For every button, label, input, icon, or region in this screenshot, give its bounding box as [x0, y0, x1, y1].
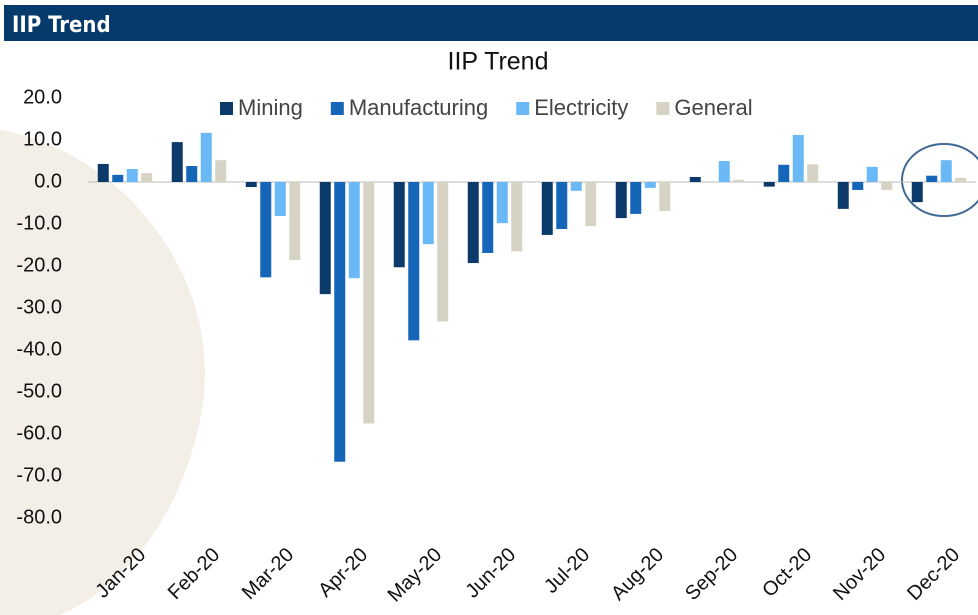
chart-title: IIP Trend	[448, 48, 549, 76]
bar	[615, 182, 627, 219]
bar	[467, 182, 479, 264]
legend-swatch	[330, 102, 344, 115]
x-tick-label: Apr-20	[314, 544, 372, 602]
bar	[112, 174, 124, 182]
bar	[200, 132, 212, 182]
bar	[319, 182, 331, 295]
bar	[126, 168, 138, 182]
legend-swatch	[656, 102, 670, 115]
x-tick-label: Sep-20	[681, 544, 742, 605]
bar	[245, 182, 257, 188]
bar	[733, 179, 745, 182]
bar	[393, 182, 405, 268]
legend-swatch	[516, 102, 530, 115]
bar	[186, 166, 198, 182]
bar	[422, 182, 434, 245]
legend-label: Manufacturing	[349, 95, 488, 120]
bar	[866, 166, 878, 182]
y-tick-label: -50.0	[16, 380, 62, 402]
x-tick-label: Dec-20	[903, 544, 964, 605]
bar	[363, 182, 375, 424]
bar	[940, 160, 952, 182]
bar	[837, 182, 849, 209]
bar	[408, 182, 420, 341]
x-tick-label: Feb-20	[164, 544, 224, 604]
bar	[718, 161, 730, 182]
background-shape	[0, 130, 205, 615]
bar	[659, 182, 671, 211]
bar	[630, 182, 642, 214]
bar	[852, 182, 864, 190]
bar	[792, 134, 804, 182]
bar	[496, 182, 508, 224]
bar	[763, 182, 775, 187]
legend-label: Electricity	[534, 95, 628, 120]
y-tick-label: -40.0	[16, 338, 62, 360]
bar	[141, 173, 153, 182]
bar	[437, 182, 449, 322]
bar	[807, 164, 819, 182]
y-tick-label: -10.0	[16, 212, 62, 234]
bar	[348, 182, 360, 279]
bar	[541, 182, 553, 235]
x-tick-label: Nov-20	[829, 544, 890, 605]
x-tick-label: Aug-20	[607, 544, 668, 605]
x-tick-label: Mar-20	[238, 544, 298, 604]
y-tick-label: -80.0	[16, 506, 62, 528]
x-tick-label: May-20	[384, 544, 447, 607]
x-tick-label: Oct-20	[758, 544, 816, 602]
y-tick-label: 0.0	[34, 170, 62, 192]
bar	[778, 164, 790, 182]
bar	[585, 182, 597, 227]
highlight-circle	[901, 143, 978, 217]
bar	[689, 176, 701, 182]
legend-label: Mining	[238, 95, 303, 120]
y-tick-label: -20.0	[16, 254, 62, 276]
bar	[911, 182, 923, 203]
y-tick-label: 20.0	[23, 86, 62, 108]
bar	[215, 160, 227, 182]
bar	[926, 175, 938, 182]
bar	[511, 182, 523, 252]
bar	[556, 182, 568, 230]
bar	[955, 177, 967, 182]
x-tick-label: Jun-20	[461, 544, 520, 603]
bar	[482, 182, 494, 253]
y-tick-label: -70.0	[16, 464, 62, 486]
y-tick-label: -60.0	[16, 422, 62, 444]
legend-swatch	[220, 102, 233, 115]
bar	[289, 182, 301, 261]
header-title: IIP Trend	[12, 13, 111, 38]
bar	[260, 182, 272, 278]
y-tick-label: -30.0	[16, 296, 62, 318]
bar	[881, 182, 893, 190]
x-tick-label: Jul-20	[540, 544, 594, 598]
bar	[644, 182, 656, 188]
legend-label: General	[674, 95, 752, 120]
bar	[171, 142, 183, 182]
bar	[97, 163, 109, 182]
header-bar	[4, 5, 978, 41]
y-tick-label: 10.0	[23, 128, 62, 150]
bar	[570, 182, 582, 191]
bar	[334, 182, 346, 462]
bar	[274, 182, 286, 217]
